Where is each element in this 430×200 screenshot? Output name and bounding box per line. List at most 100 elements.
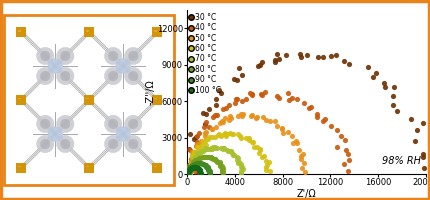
Point <box>234 115 241 118</box>
Point <box>210 145 217 148</box>
Point <box>235 156 242 160</box>
Point <box>197 161 204 165</box>
Point <box>251 145 258 148</box>
Point <box>185 168 192 171</box>
Point <box>184 171 191 174</box>
Point <box>256 149 263 152</box>
Point <box>267 119 273 123</box>
Text: 98% RH: 98% RH <box>382 156 421 166</box>
Point <box>228 132 235 135</box>
Point <box>190 150 197 153</box>
Point <box>187 170 194 173</box>
Point <box>195 157 202 160</box>
Point <box>261 154 268 157</box>
Point <box>187 163 194 166</box>
Point <box>305 107 312 110</box>
Point <box>313 112 320 116</box>
Point <box>190 166 197 169</box>
Point <box>223 133 230 136</box>
Point <box>342 149 349 152</box>
Point <box>258 92 264 95</box>
Point <box>293 142 300 145</box>
Circle shape <box>125 47 142 65</box>
Point <box>239 168 246 171</box>
Point <box>210 116 217 119</box>
Point <box>393 110 400 113</box>
Point <box>262 168 269 172</box>
Point <box>252 117 259 120</box>
Point <box>389 94 396 97</box>
Point <box>188 166 195 169</box>
Point <box>235 162 242 165</box>
Point <box>198 143 205 147</box>
Point <box>258 93 265 97</box>
Point <box>186 168 193 171</box>
Point <box>222 134 229 137</box>
Point <box>420 155 427 159</box>
Point <box>187 168 194 171</box>
Point <box>206 170 213 173</box>
Point <box>228 151 235 154</box>
Point <box>196 143 203 146</box>
Point <box>190 161 197 164</box>
Point <box>199 163 206 166</box>
Point <box>195 131 202 134</box>
Point <box>196 158 203 161</box>
Point <box>188 166 195 169</box>
Point <box>283 53 290 56</box>
Circle shape <box>128 119 138 129</box>
Point <box>300 101 307 105</box>
Point <box>192 155 199 158</box>
Point <box>188 164 195 167</box>
Bar <box>16 95 26 105</box>
Point <box>412 140 419 143</box>
Point <box>249 94 256 97</box>
Point <box>239 99 246 102</box>
Point <box>220 148 227 151</box>
Point <box>196 161 203 165</box>
Point <box>419 153 426 156</box>
Circle shape <box>108 71 118 81</box>
Point <box>184 170 191 173</box>
Point <box>302 171 309 174</box>
Point <box>238 171 245 174</box>
Point <box>190 138 197 141</box>
Point <box>194 134 201 138</box>
Point <box>237 135 243 138</box>
Point <box>254 145 261 149</box>
Point <box>221 146 227 150</box>
Point <box>185 168 192 172</box>
Point <box>187 162 194 165</box>
Point <box>194 167 201 170</box>
Point <box>185 171 192 174</box>
Point <box>341 59 348 63</box>
Point <box>187 166 194 170</box>
Point <box>197 171 204 174</box>
Point <box>187 167 194 170</box>
Point <box>205 147 212 150</box>
Point <box>298 56 304 59</box>
Point <box>205 169 212 172</box>
Point <box>194 167 201 170</box>
Point <box>188 165 195 168</box>
Point <box>196 169 203 173</box>
Point <box>193 144 200 147</box>
Point <box>184 170 191 174</box>
Point <box>189 151 196 154</box>
Point <box>272 58 279 61</box>
Point <box>238 165 245 168</box>
Point <box>238 136 245 139</box>
Point <box>261 91 268 94</box>
Circle shape <box>37 47 54 65</box>
Point <box>214 160 221 163</box>
Point <box>258 61 265 64</box>
Point <box>201 125 208 128</box>
Point <box>192 144 199 147</box>
Point <box>212 158 218 161</box>
Point <box>205 167 212 170</box>
Point <box>187 165 194 168</box>
Point <box>228 117 235 120</box>
Point <box>197 152 203 155</box>
Point <box>204 138 211 141</box>
Point <box>337 135 344 138</box>
